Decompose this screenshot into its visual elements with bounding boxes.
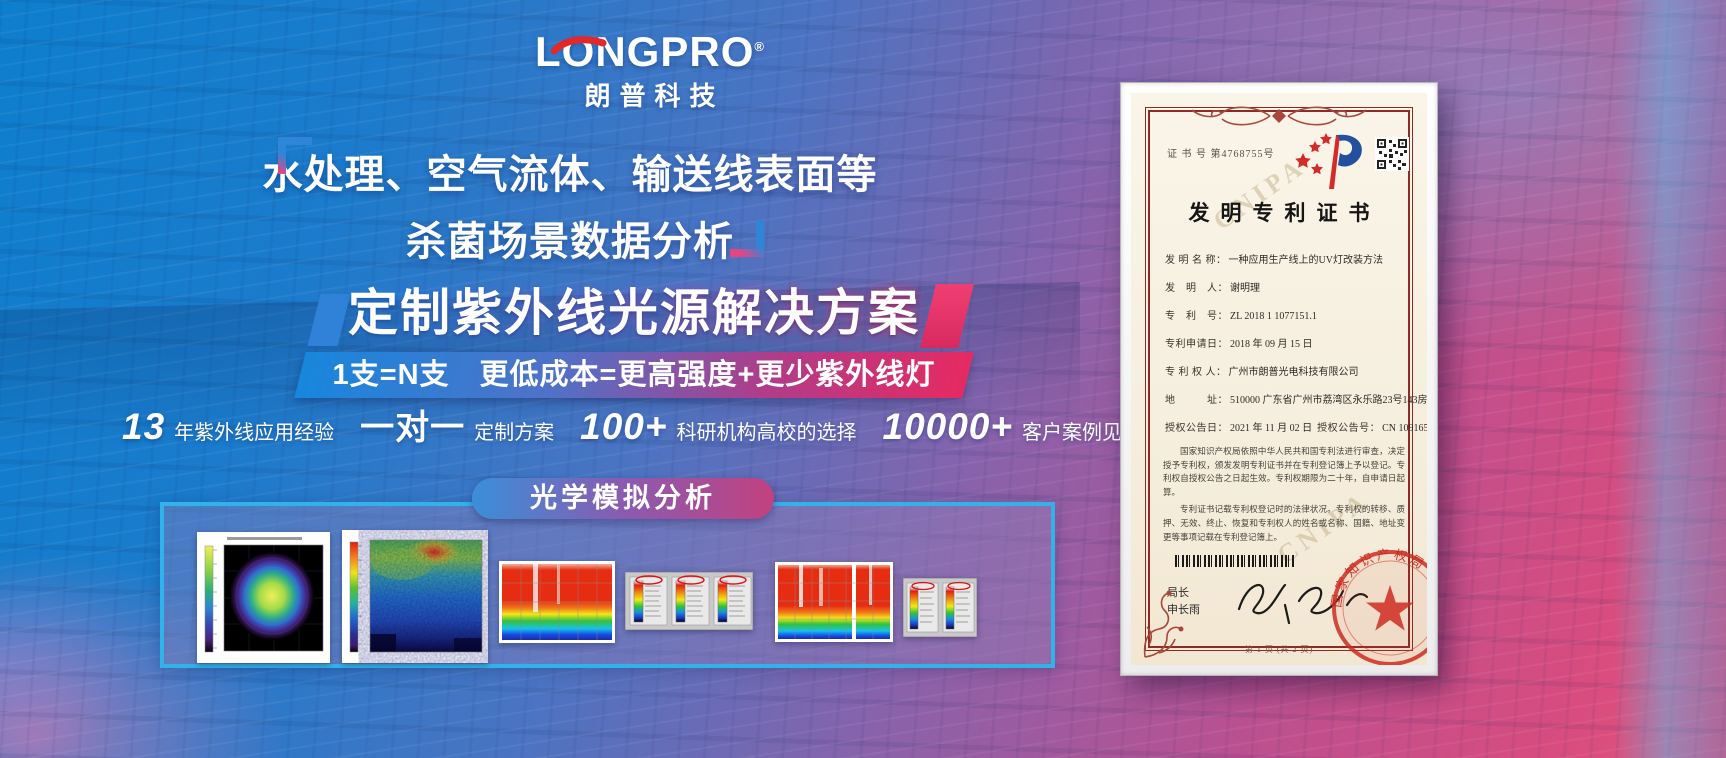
ornamental-flourish-top-icon xyxy=(1184,101,1374,131)
banner-title-text: 定制紫外线光源解决方案 xyxy=(348,285,920,341)
headline: 水处理、空气流体、输送线表面等 杀菌场景数据分析 xyxy=(250,137,890,267)
certificate-fields: 发 明 名 称： 一种应用生产线上的UV灯改装方法 发 明 人： 谢明理 专 利 号… xyxy=(1165,253,1427,449)
certificate-legal-text: 国家知识产权局依照中华人民共和国专利法进行审查，决定授予专利权，颁发发明专利证书… xyxy=(1163,445,1405,548)
qr-code xyxy=(1375,137,1409,171)
director-signature-icon xyxy=(1231,571,1373,629)
director-name: 申长雨 xyxy=(1167,604,1200,616)
stat-value: 一对一 xyxy=(360,409,466,447)
field-grant-date-and-number: 授权公告日：2021 年 11 月 02 日 授权公告号：CN 10916587… xyxy=(1165,423,1427,434)
banner-subtitle-band: 1支=N支 更低成本=更高强度+更少紫外线灯 xyxy=(294,352,974,398)
stat-experience: 13 年紫外线应用经验 xyxy=(122,406,334,448)
stat-value: 13 xyxy=(122,406,166,447)
field-patentee: 专 利 权 人： 广州市朗普光电科技有限公司 xyxy=(1165,367,1359,378)
certificate-number: 证 书 号 第4768755号 xyxy=(1167,149,1275,160)
stats-row: 13 年紫外线应用经验 一对一 定制方案 100+ 科研机构高校的选择 1000… xyxy=(122,400,1168,449)
brand-logo: LONGPRO® 朗普科技 xyxy=(535,28,765,113)
legal-paragraph-1: 国家知识产权局依照中华人民共和国专利法进行审查，决定授予专利权，颁发发明专利证书… xyxy=(1163,446,1405,497)
logo-wordmark: LONGPRO® xyxy=(535,28,765,75)
simulation-badge: 光学模拟分析 xyxy=(472,478,774,519)
registered-mark: ® xyxy=(754,39,765,54)
corner-bracket-bottom-right-icon xyxy=(728,218,764,258)
slogan-banner: 定制紫外线光源解决方案 定制紫外线光源解决方案 1支=N支 更低成本=更高强度+… xyxy=(294,280,974,398)
field-address: 地 址： 510000 广东省广州市荔湾区永乐路23号143房 xyxy=(1165,395,1427,406)
stat-institutions: 100+ 科研机构高校的选择 xyxy=(580,406,856,448)
stat-label: 定制方案 xyxy=(474,422,555,444)
barcode xyxy=(1175,555,1295,567)
red-swoosh-icon xyxy=(550,36,607,55)
patent-certificate-paper: CNIPA CNIPA 证 书 号 第4768755号 xyxy=(1131,93,1427,665)
logo-chinese-name: 朗普科技 xyxy=(584,81,725,112)
banner-title-glow: 定制紫外线光源解决方案 xyxy=(348,280,920,346)
ornamental-flourish-corner-icon xyxy=(1139,587,1203,661)
stat-value: 100+ xyxy=(580,406,668,447)
corner-bracket-top-left-icon xyxy=(278,136,314,176)
headline-line1: 水处理、空气流体、输送线表面等 xyxy=(262,153,878,197)
stat-one-on-one: 一对一 定制方案 xyxy=(360,400,554,449)
simulation-image-noise-map xyxy=(342,530,488,663)
field-application-date: 专利申请日： 2018 年 09 月 15 日 xyxy=(1165,339,1313,350)
simulation-colorbar-panel-3 xyxy=(625,572,753,630)
simulation-image-heatmap-small xyxy=(499,561,615,643)
banner-right-wedge xyxy=(920,284,974,348)
stat-label: 年紫外线应用经验 xyxy=(174,422,335,444)
field-invention-name: 发 明 名 称： 一种应用生产线上的UV灯改装方法 xyxy=(1165,255,1383,266)
stat-label: 科研机构高校的选择 xyxy=(676,422,857,444)
stat-customers: 10000+ 客户案例见证 xyxy=(883,406,1143,448)
field-patent-number: 专 利 号： ZL 2018 1 1077151.1 xyxy=(1165,311,1317,322)
director-label: 局长 xyxy=(1167,587,1189,599)
patent-certificate-frame: CNIPA CNIPA 证 书 号 第4768755号 xyxy=(1120,82,1438,676)
logo-text: LONGPRO xyxy=(535,28,755,75)
field-inventor: 发 明 人： 谢明理 xyxy=(1165,283,1260,294)
banner-subtitle-text: 1支=N支 更低成本=更高强度+更少紫外线灯 xyxy=(332,359,936,391)
legal-paragraph-2: 专利证书记载专利权登记时的法律状况。专利权的转移、质押、无效、终止、恢复和专利权… xyxy=(1163,504,1405,542)
cnipa-emblem-icon xyxy=(1293,131,1367,195)
certificate-page-footer: 第 1 页 (共 2 页) xyxy=(1244,645,1314,654)
official-seal-icon: 国家知识产权局 xyxy=(1327,545,1427,665)
simulation-colorbar-panel-2 xyxy=(903,578,977,637)
certificate-title: 发明专利证书 xyxy=(1188,201,1381,225)
banner-title: 定制紫外线光源解决方案 定制紫外线光源解决方案 xyxy=(348,280,920,346)
stat-value: 10000+ xyxy=(882,406,1013,447)
headline-line2: 杀菌场景数据分析 xyxy=(406,220,734,264)
simulation-image-heatmap-wide xyxy=(775,562,893,642)
stat-label: 客户案例见证 xyxy=(1022,422,1142,444)
simulation-image-contour-map xyxy=(197,532,330,663)
director-signoff: 局长 申长雨 xyxy=(1167,585,1200,619)
banner-left-wedge xyxy=(307,294,351,346)
optical-simulation-panel: 光学模拟分析 xyxy=(160,478,1055,668)
